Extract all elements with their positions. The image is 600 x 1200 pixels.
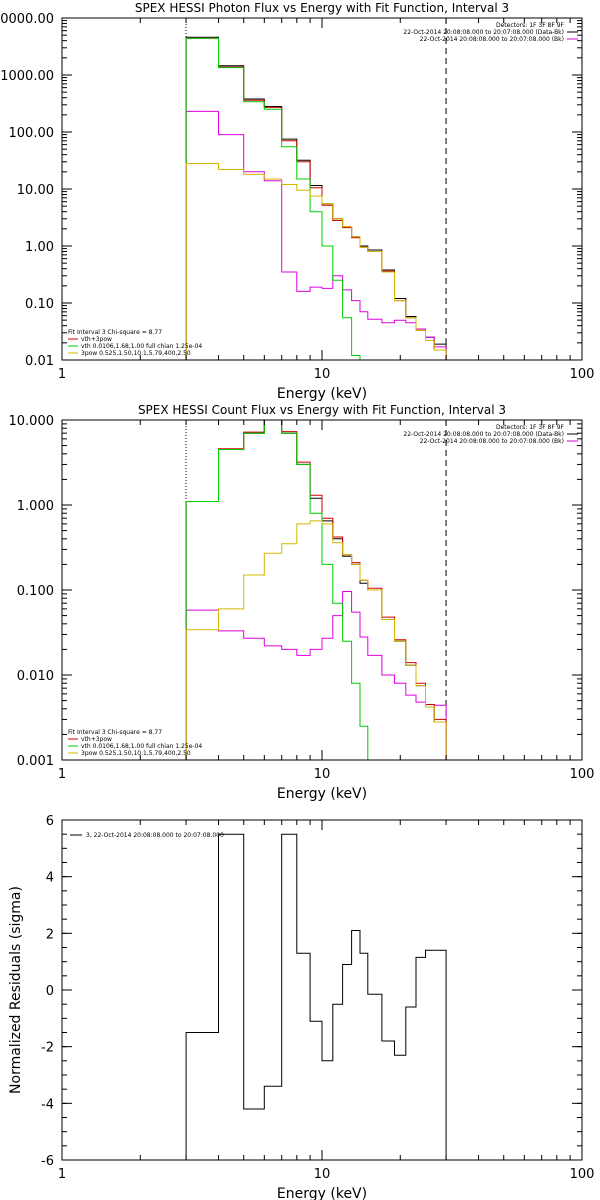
plot-frame [61, 419, 583, 761]
y-tick-label: -6 [41, 1154, 54, 1169]
y-tick-label: 2 [46, 927, 54, 942]
chart-title: SPEX HESSI Photon Flux vs Energy with Fi… [135, 1, 509, 15]
x-axis-label: Energy (keV) [277, 386, 367, 402]
legend-entry: vth+3pow [81, 736, 112, 743]
x-tick-label: 10 [314, 367, 331, 382]
chart-panel-2: SPEX HESSI Count Flux vs Energy with Fit… [9, 403, 595, 802]
x-axis-label: Energy (keV) [277, 786, 367, 802]
y-tick-label: -2 [41, 1041, 54, 1056]
y-tick-label: 0.100 [17, 584, 54, 599]
series-group [185, 833, 447, 1160]
chart-panel-1: SPEX HESSI Photon Flux vs Energy with Fi… [0, 1, 594, 402]
legend-entry: vth+3pow [81, 336, 112, 343]
legend-entry: vth 0.0106,1.68,1.00 full chian 1.25e-04 [81, 343, 202, 350]
series-line-1 [185, 591, 447, 760]
legend-entry: 22-Oct-2014 20:08:08.000 to 20:07:08.000… [420, 438, 564, 445]
series-group [185, 420, 447, 760]
series-line-4 [185, 163, 447, 360]
legend-entry: Fit Interval 3 Chi-square = 8.77 [68, 729, 162, 736]
y-tick-label: 100.00 [9, 126, 55, 141]
legend-entry: 3, 22-Oct-2014 20:08:08.000 to 20:07:08.… [86, 832, 224, 839]
y-tick-label: 10000.00 [0, 12, 54, 27]
series-line-0 [185, 36, 447, 360]
y-tick-label: -4 [41, 1097, 54, 1112]
plot-frame [61, 819, 583, 1161]
y-tick-label: 0.01 [25, 354, 54, 369]
y-tick-label: 1.000 [17, 499, 54, 514]
legend-entry: 3pow 0.525,1.50,10.1,5.79,400,2.50 [81, 350, 191, 357]
y-tick-label: 0.001 [17, 754, 54, 769]
chart-panel-3: 1 10 100 Energy (keV) 6 4 2 0 -2 -4 -6 Normalized R… [8, 814, 594, 1200]
series-line-2 [185, 420, 447, 760]
x-tick-label: 10 [314, 1167, 331, 1182]
legend-entry: vth 0.0106,1.68,1.00 full chian 1.25e-04 [81, 743, 202, 750]
series-line-0 [185, 420, 447, 760]
y-axis-label: Normalized Residuals (sigma) [8, 886, 24, 1094]
x-tick-label: 100 [570, 767, 595, 782]
y-tick-label: 0.010 [17, 669, 54, 684]
x-tick-label: 10 [314, 767, 331, 782]
chart-title: SPEX HESSI Count Flux vs Energy with Fit… [138, 403, 506, 417]
series-line-0 [185, 833, 447, 1160]
y-tick-label: 0 [46, 984, 54, 999]
y-tick-label: 1000.00 [0, 69, 54, 84]
y-tick-label: 6 [46, 814, 54, 829]
legend-entry: 3pow 0.525,1.50,10.1,5.79,400,2.50 [81, 750, 191, 757]
series-line-3 [185, 420, 447, 760]
x-tick-label: 1 [58, 1167, 66, 1182]
x-tick-label: 1 [58, 767, 66, 782]
legend-entry: Detectors: 1F 3F 8F 9F [496, 22, 565, 29]
series-line-1 [185, 110, 447, 360]
x-tick-label: 100 [570, 1167, 595, 1182]
x-axis-label: Energy (keV) [277, 1186, 367, 1200]
y-tick-label: 4 [46, 871, 54, 886]
series-line-3 [185, 37, 447, 360]
x-tick-label: 100 [570, 367, 595, 382]
y-tick-label: 0.10 [25, 297, 54, 312]
y-tick-label: 10.00 [17, 183, 54, 198]
series-line-2 [185, 37, 447, 360]
legend-entry: 22-Oct-2014 20:08:08.000 to 20:07:08.000… [403, 29, 564, 36]
y-tick-label: 10.000 [9, 414, 55, 429]
legend-entry: 22-Oct-2014 20:08:08.000 to 20:07:08.000… [403, 431, 564, 438]
series-line-4 [185, 520, 447, 760]
x-tick-label: 1 [58, 367, 66, 382]
legend-entry: Fit Interval 3 Chi-square = 8.77 [68, 329, 162, 336]
series-group [185, 36, 447, 360]
y-tick-label: 1.00 [25, 240, 54, 255]
legend-entry: 22-Oct-2014 20:08:08.000 to 20:07:08.000… [420, 36, 564, 43]
legend-entry: Detectors: 1F 3F 8F 9F [496, 424, 565, 431]
